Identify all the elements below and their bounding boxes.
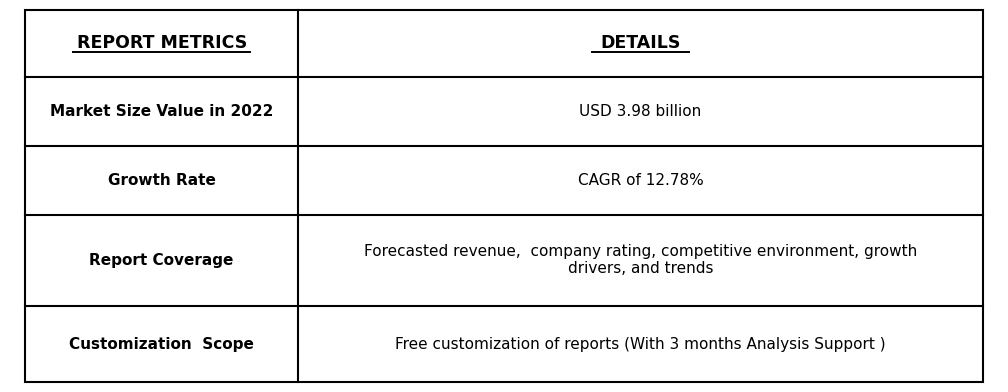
Text: Report Coverage: Report Coverage xyxy=(90,253,234,268)
Text: Growth Rate: Growth Rate xyxy=(108,172,216,188)
Text: REPORT METRICS: REPORT METRICS xyxy=(77,34,247,52)
Text: Customization  Scope: Customization Scope xyxy=(70,336,254,352)
Text: Free customization of reports (With 3 months Analysis Support ): Free customization of reports (With 3 mo… xyxy=(395,336,886,352)
Text: Forecasted revenue,  company rating, competitive environment, growth
drivers, an: Forecasted revenue, company rating, comp… xyxy=(364,244,917,276)
Text: Market Size Value in 2022: Market Size Value in 2022 xyxy=(50,104,273,119)
Text: CAGR of 12.78%: CAGR of 12.78% xyxy=(578,172,704,188)
Text: DETAILS: DETAILS xyxy=(601,34,680,52)
Text: USD 3.98 billion: USD 3.98 billion xyxy=(580,104,702,119)
